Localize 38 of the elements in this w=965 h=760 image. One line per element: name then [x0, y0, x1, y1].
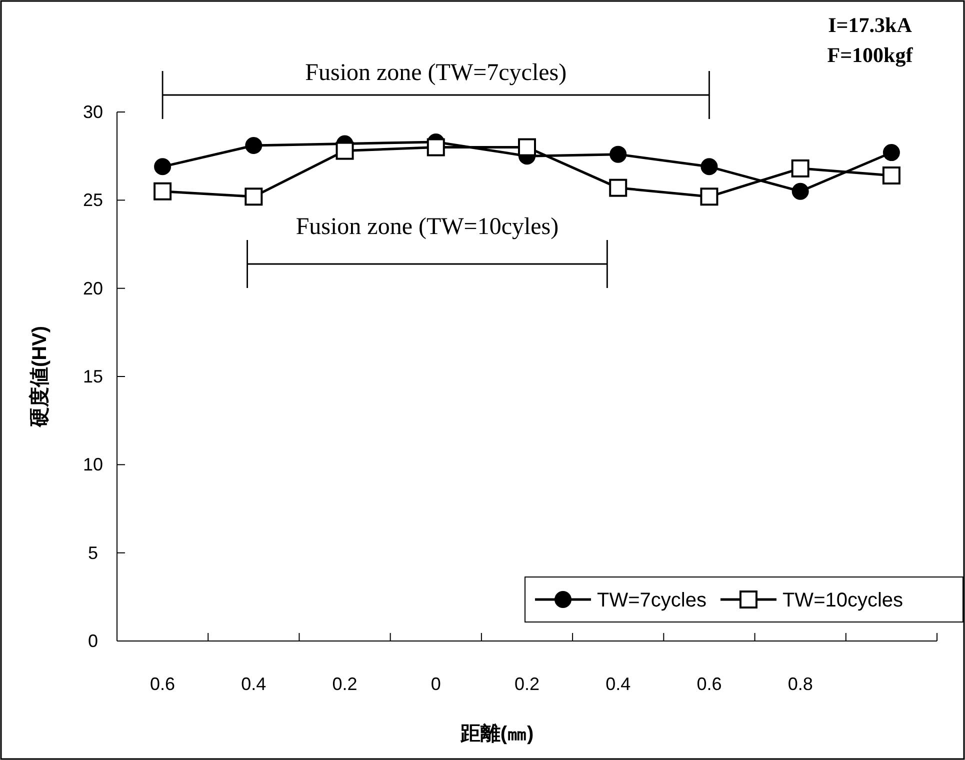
y-tick-label: 0: [88, 631, 98, 651]
point: [700, 158, 718, 176]
point: [518, 138, 536, 156]
legend-label: TW=10cycles: [782, 590, 904, 612]
text: Fusion zone (TW=7cycles): [305, 60, 567, 86]
x-tick-label: 0.8: [788, 674, 813, 694]
point: [882, 144, 900, 162]
x-tick-label: 0.2: [332, 674, 358, 694]
point: [154, 158, 172, 176]
point: [882, 166, 900, 184]
y-axis-title: 硬度値(HV): [28, 326, 51, 428]
x-axis-title: 距離(㎜): [459, 723, 534, 745]
y-tick-label: 10: [82, 454, 104, 475]
point: [426, 138, 445, 156]
point: [792, 182, 809, 200]
point: [244, 188, 263, 206]
y-tick-label: 20: [82, 278, 104, 298]
y-tick-label: 15: [82, 366, 104, 386]
x-tick-label: 0: [430, 674, 441, 694]
point: [791, 159, 810, 178]
x-tick-label: 0.4: [606, 674, 631, 694]
legend-label: TW=7cycles: [597, 590, 706, 612]
x-tick-label: 0.6: [696, 674, 722, 694]
x-tick-label: 0.4: [241, 674, 266, 694]
point: [245, 137, 262, 154]
point: [700, 188, 718, 206]
y-tick-label: 25: [82, 190, 104, 210]
point: [609, 178, 628, 197]
text: F=100kgf: [827, 43, 914, 67]
point: [610, 146, 627, 163]
point: [336, 142, 354, 160]
point: [154, 182, 172, 200]
y-tick-label: 30: [82, 102, 104, 122]
y-tick-label: 5: [88, 542, 98, 563]
text: I=17.3kA: [828, 13, 913, 37]
x-tick-label: 0.2: [514, 674, 540, 694]
annotation: Fusion zone (TW=10cyles): [296, 214, 559, 240]
x-tick-label: 0.6: [150, 674, 176, 694]
